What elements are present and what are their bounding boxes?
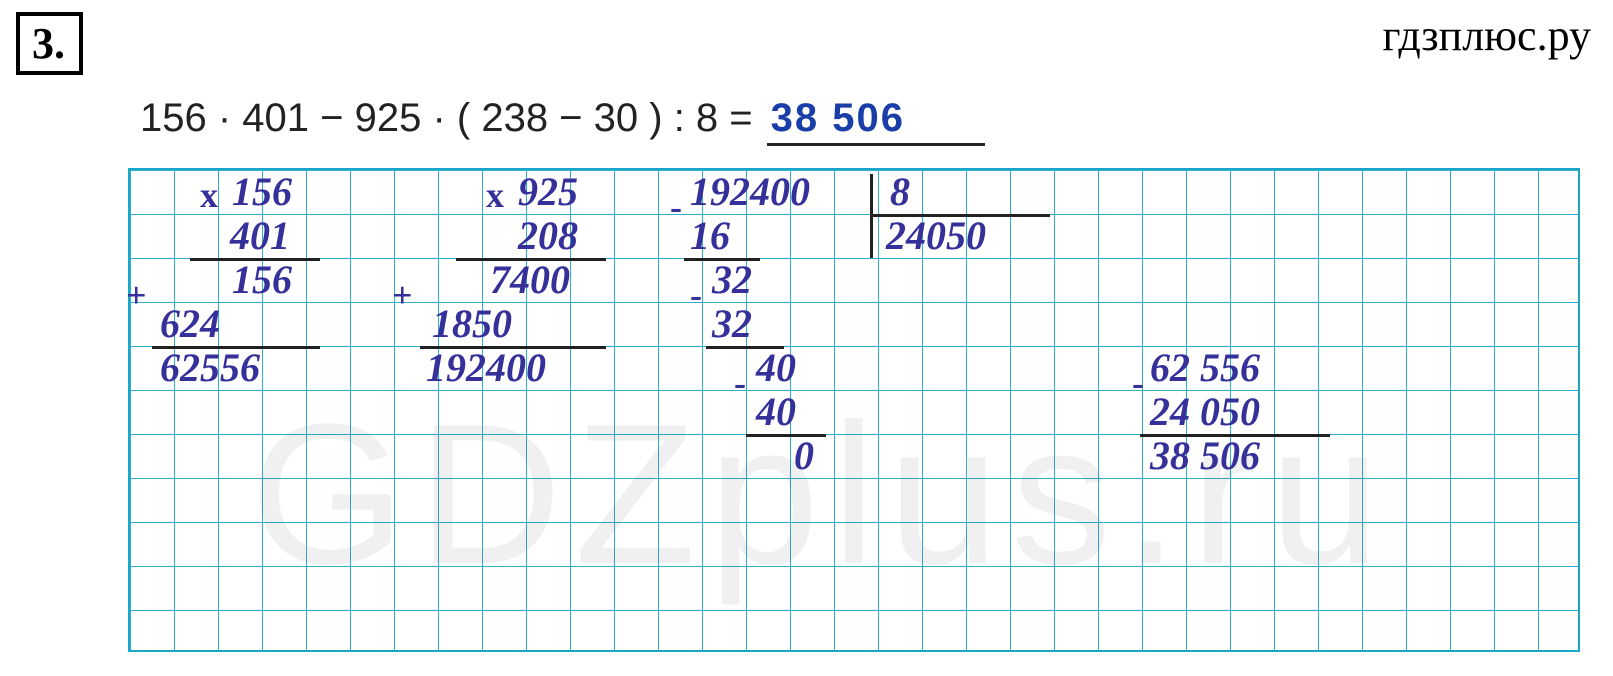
mult2-partial2: 1850 xyxy=(432,302,512,346)
sub-minus: - xyxy=(1132,362,1144,404)
site-label: гдзплюс.ру xyxy=(1383,10,1591,61)
mult2-result: 192400 xyxy=(426,346,546,390)
div-step2b: 32 xyxy=(712,302,752,346)
mult1-partial1: 156 xyxy=(232,258,292,302)
div-step3a: 40 xyxy=(756,346,796,390)
equation: 156 · 401 − 925 · ( 238 − 30 ) : 8 = 38 … xyxy=(140,96,985,146)
mult1-top: 156 xyxy=(232,170,292,214)
mult2-partial1: 7400 xyxy=(490,258,570,302)
div-dividend: 192400 xyxy=(690,170,810,214)
mult1-result: 62556 xyxy=(160,346,260,390)
equation-lhs: 156 · 401 − 925 · ( 238 − 30 ) : 8 = xyxy=(140,96,753,141)
div-minus2: - xyxy=(690,274,702,316)
div-quotient: 24050 xyxy=(886,214,986,258)
mult1-plus-sign: + xyxy=(126,274,147,316)
mult2-bottom: 208 xyxy=(518,214,578,258)
sub-result: 38 506 xyxy=(1150,434,1260,478)
div-minus3: - xyxy=(734,362,746,404)
div-step1: 16 xyxy=(690,214,730,258)
mult2-top: 925 xyxy=(518,170,578,214)
mult1-bottom: 401 xyxy=(230,214,290,258)
div-remainder: 0 xyxy=(794,434,814,478)
mult2-x-sign: x xyxy=(486,174,504,216)
sub-bottom: 24 050 xyxy=(1150,390,1260,434)
div-minus1: - xyxy=(670,186,682,228)
div-rule3 xyxy=(746,434,826,437)
div-step3b: 40 xyxy=(756,390,796,434)
sub-top: 62 556 xyxy=(1150,346,1260,390)
worksheet-grid: GDZplus.ru x 156 401 + 156 624 62556 x 9… xyxy=(128,168,1580,652)
equation-answer: 38 506 xyxy=(767,96,985,146)
grid-lines xyxy=(130,170,1578,650)
div-step2a: 32 xyxy=(712,258,752,302)
mult2-plus-sign: + xyxy=(392,274,413,316)
div-divisor: 8 xyxy=(890,170,910,214)
mult1-partial2: 624 xyxy=(160,302,220,346)
problem-number: 3. xyxy=(16,12,83,75)
mult1-x-sign: x xyxy=(200,174,218,216)
